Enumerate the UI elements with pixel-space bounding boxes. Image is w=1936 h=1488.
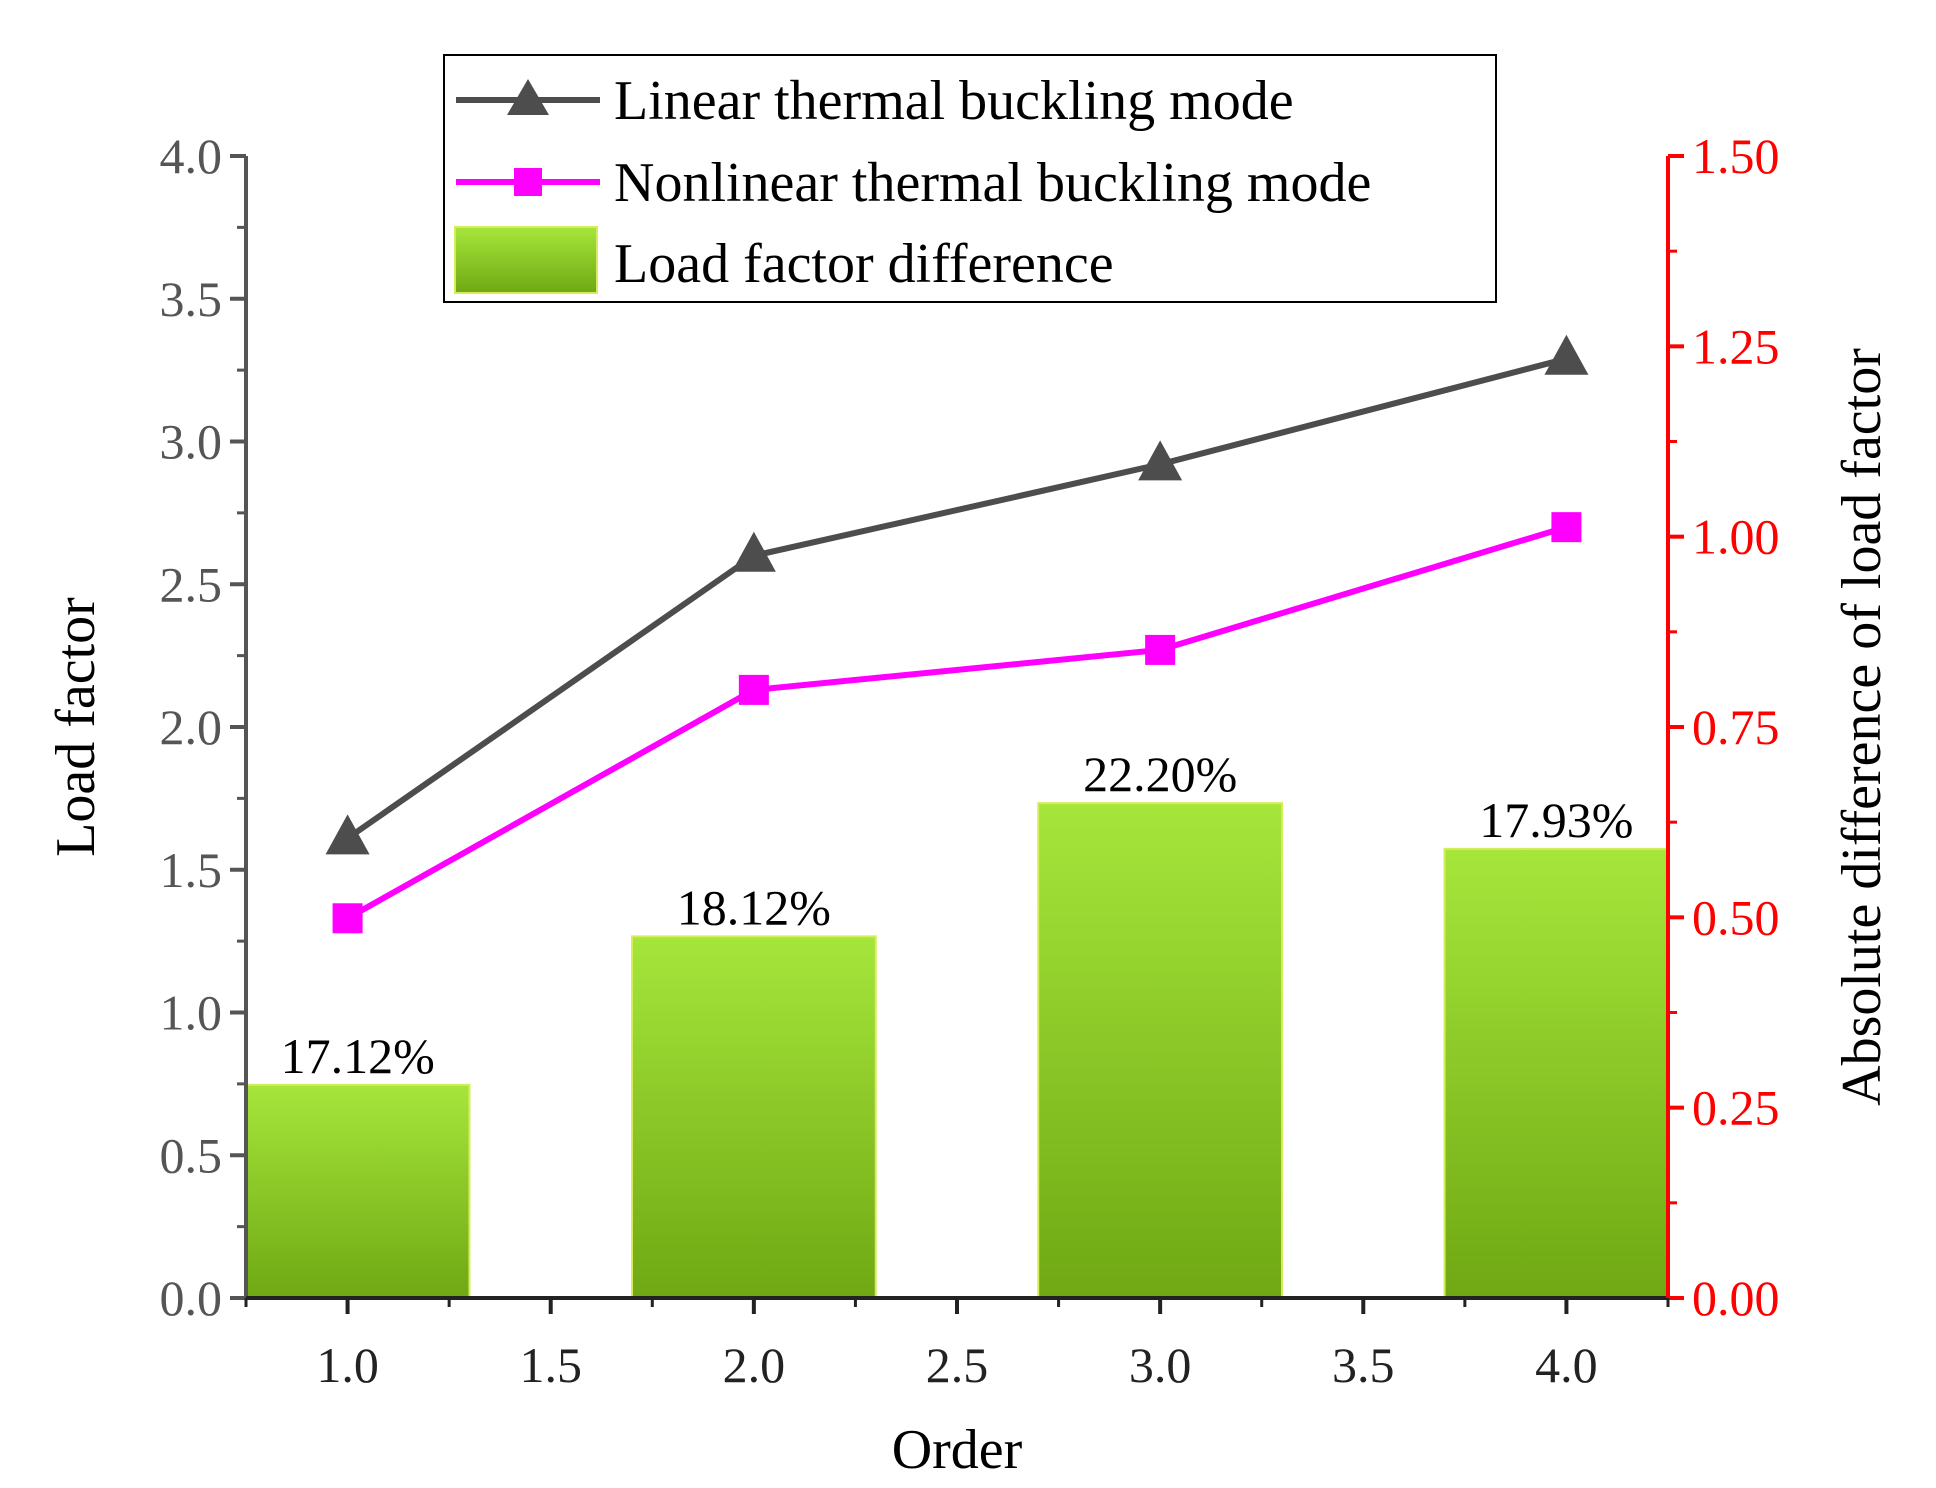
square-marker — [1145, 634, 1176, 665]
triangle-marker — [731, 531, 776, 572]
y-tick-label: 2.0 — [160, 699, 223, 755]
lines-layer — [325, 334, 1589, 934]
series-line — [346, 524, 1568, 921]
y2-tick-label: 1.00 — [1692, 509, 1780, 565]
bar — [630, 935, 877, 1299]
square-marker — [738, 674, 769, 705]
bar — [1443, 847, 1669, 1300]
y-tick-label: 0.5 — [160, 1127, 223, 1183]
bar — [245, 1083, 471, 1299]
triangle-marker — [1544, 334, 1589, 375]
legend-bar-label: Load factor difference — [614, 233, 1114, 295]
x-tick-label: 3.0 — [1129, 1337, 1192, 1393]
y-tick-label: 1.5 — [160, 842, 223, 898]
square-marker — [1551, 512, 1582, 543]
legend-nonlinear-marker — [514, 168, 542, 196]
y2-tick-label: 0.75 — [1692, 699, 1780, 755]
square-marker — [332, 903, 363, 934]
triangle-marker — [325, 814, 370, 855]
legend-box — [443, 54, 1497, 303]
legend-linear-marker — [507, 79, 549, 115]
bar-label: 18.12% — [677, 879, 831, 935]
y2-tick-label: 1.50 — [1692, 128, 1780, 184]
y2-tick-label: 0.50 — [1692, 889, 1780, 945]
x-axis-title: Order — [892, 1419, 1023, 1481]
bar-label: 17.93% — [1479, 792, 1633, 848]
triangle-marker — [1138, 440, 1183, 481]
legend-linear-label: Linear thermal buckling mode — [614, 70, 1294, 132]
y2-tick-label: 0.00 — [1692, 1270, 1780, 1326]
x-tick-label: 3.5 — [1332, 1337, 1395, 1393]
x-tick-label: 1.5 — [519, 1337, 582, 1393]
y-tick-label: 0.0 — [160, 1270, 223, 1326]
x-tick-label: 2.5 — [926, 1337, 989, 1393]
bar-labels-layer: 17.12% 18.12% 22.20% 17.93% — [281, 746, 1634, 1084]
bar-label: 17.12% — [281, 1028, 435, 1084]
legend: Linear thermal buckling mode Nonlinear t… — [443, 54, 1497, 303]
bar-label: 22.20% — [1083, 746, 1237, 802]
y-tick-label: 3.5 — [160, 271, 223, 327]
ticks-layer: 0.0 0.5 1.0 1.5 2.0 2.5 3.0 3.5 4.0 0.00 0.25 0.50 0… — [160, 128, 1780, 1393]
bar — [1037, 802, 1284, 1300]
legend-nonlinear-label: Nonlinear thermal buckling mode — [614, 152, 1371, 214]
series-line — [345, 355, 1568, 841]
y-tick-label: 3.0 — [160, 414, 223, 470]
y2-tick-label: 0.25 — [1692, 1080, 1780, 1136]
x-tick-label: 2.0 — [723, 1337, 786, 1393]
y-tick-label: 1.0 — [160, 985, 223, 1041]
y-tick-label: 2.5 — [160, 556, 223, 612]
y-axis-title: Load factor — [45, 597, 107, 857]
y2-tick-label: 1.25 — [1692, 318, 1780, 374]
x-tick-label: 1.0 — [316, 1337, 379, 1393]
legend-bar-swatch — [454, 226, 598, 294]
x-tick-label: 4.0 — [1535, 1337, 1598, 1393]
y2-axis-title: Absolute difference of load factor — [1831, 348, 1893, 1106]
y-tick-label: 4.0 — [160, 128, 223, 184]
bars-layer — [245, 802, 1669, 1300]
